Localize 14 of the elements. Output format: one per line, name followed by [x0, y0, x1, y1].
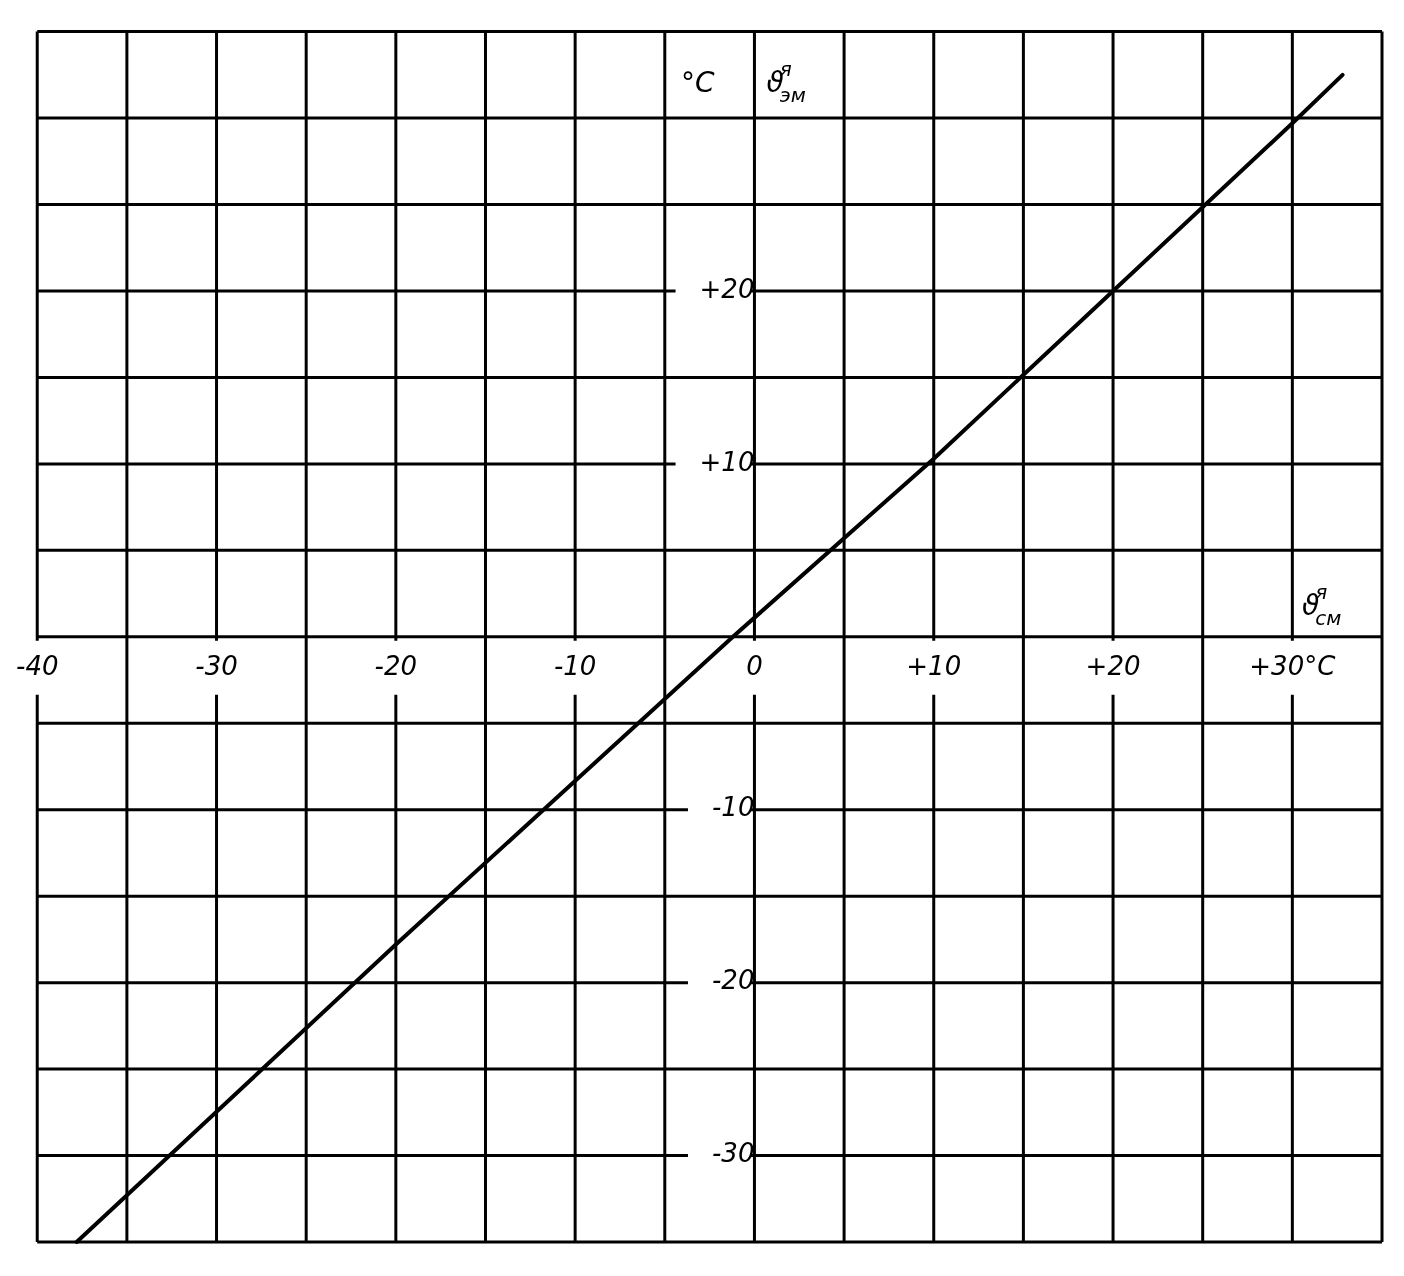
y-tick-label: -10: [711, 792, 755, 823]
x-tick-label: +20: [1085, 651, 1141, 682]
y-tick-label: -20: [711, 965, 755, 996]
x-tick-label: -40: [16, 651, 59, 682]
x-tick-label: -10: [553, 651, 597, 682]
y-tick-label: -30: [711, 1138, 755, 1169]
x-tick-label: 0: [746, 651, 763, 682]
x-tick-label: +30°C: [1249, 651, 1337, 682]
x-tick-label: -30: [195, 651, 238, 682]
y-tick-label: +10: [699, 446, 755, 477]
y-tick-label: +20: [699, 273, 755, 304]
x-tick-label: +10: [906, 651, 962, 682]
x-tick-label: -20: [374, 651, 418, 682]
annotation: °C: [680, 65, 715, 99]
